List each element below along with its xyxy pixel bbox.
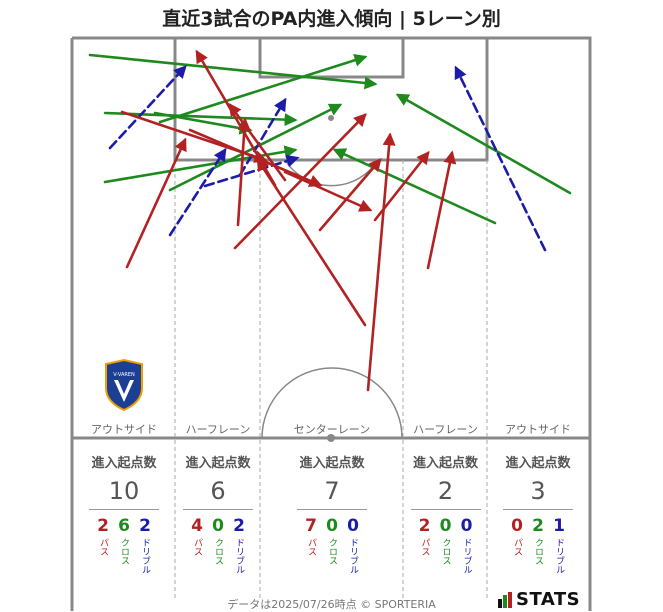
pass-arrow <box>283 170 373 212</box>
lane-panel-outside-left: 進入起点数 10 2 パス 6 クロス 2 ドリブル <box>74 452 174 574</box>
cross-label: クロス <box>440 538 451 565</box>
entry-count: 10 <box>108 477 140 505</box>
cross-label: クロス <box>327 538 337 565</box>
entry-count: 2 <box>437 477 454 505</box>
pass-arrow <box>373 150 430 222</box>
penalty-spot <box>328 115 334 121</box>
cross-count: 0 <box>212 516 224 536</box>
lane-panel-center: 進入起点数 7 7 パス 0 クロス 0 ドリブル <box>261 452 403 574</box>
lane-label-halflane-left: ハーフレーン <box>185 423 251 436</box>
v-varen-crest: V-VAREN <box>105 358 143 412</box>
dribble-count: 2 <box>233 516 245 536</box>
pass-count: 7 <box>305 516 317 536</box>
lane-label-outside-right: アウトサイド <box>505 423 571 436</box>
lane-label-outside-left: アウトサイド <box>91 423 157 436</box>
pass-label: パス <box>192 538 202 556</box>
penalty-area <box>173 36 489 162</box>
pass-count: 2 <box>418 516 431 536</box>
pass-label: パス <box>419 538 430 556</box>
dribble-arrow <box>168 147 227 237</box>
dribble-arrow <box>454 65 547 252</box>
goal-area <box>258 36 405 79</box>
stats-brand: STATS <box>516 589 581 610</box>
cross-arrow <box>88 53 378 90</box>
stats-logo-icon <box>498 592 512 608</box>
cross-label: クロス <box>533 538 543 565</box>
pass-arrow <box>233 113 367 250</box>
dribble-arrow <box>203 154 300 188</box>
cross-arrow <box>395 93 572 195</box>
cross-count: 0 <box>439 516 452 536</box>
pitch-lines <box>70 36 592 611</box>
pass-count: 2 <box>97 516 109 536</box>
dribble-label: ドリブル <box>140 538 150 574</box>
cross-count: 2 <box>532 516 544 536</box>
cross-arrow <box>153 111 253 135</box>
lane-panel-halflane-left: 進入起点数 6 4 パス 0 クロス 2 ドリブル <box>176 452 260 574</box>
lane-label-halflane-right: ハーフレーン <box>413 423 478 436</box>
pass-label: パス <box>512 538 522 556</box>
cross-count: 6 <box>118 516 130 536</box>
pass-arrow <box>228 102 287 182</box>
cross-count: 0 <box>326 516 338 536</box>
cross-arrow <box>158 53 368 124</box>
entry-count: 7 <box>324 477 340 505</box>
pass-label: パス <box>98 538 108 556</box>
panel-header: 進入起点数 <box>412 456 478 471</box>
dribble-label: ドリブル <box>554 538 564 574</box>
entry-count: 6 <box>210 477 226 505</box>
entry-count: 3 <box>530 477 546 505</box>
entry-arrows <box>88 49 572 392</box>
dribble-count: 1 <box>553 516 565 536</box>
crest-text: V-VAREN <box>113 372 135 378</box>
panel-header: 進入起点数 <box>185 456 251 471</box>
dribble-count: 0 <box>460 516 473 536</box>
footer-note: データは2025/07/26時点 © SPORTERIA <box>227 598 436 611</box>
panel-header: 進入起点数 <box>299 456 365 471</box>
lane-panel-outside-right: 進入起点数 3 0 パス 2 クロス 1 ドリブル <box>488 452 588 574</box>
dribble-count: 0 <box>347 516 359 536</box>
cross-arrow <box>332 148 497 225</box>
page-title: 直近3試合のPA内進入傾向 | 5レーン別 <box>162 8 501 30</box>
dribble-arrow <box>238 97 287 177</box>
pass-arrow <box>366 132 396 392</box>
pass-count: 4 <box>191 516 203 536</box>
lane-dividers <box>174 160 488 600</box>
pass-arrow <box>125 137 187 269</box>
panel-header: 進入起点数 <box>91 456 157 471</box>
pass-arrow <box>426 150 457 270</box>
center-spot <box>327 434 335 442</box>
pass-count: 0 <box>511 516 523 536</box>
cross-arrow <box>103 111 298 127</box>
center-circle <box>261 367 403 439</box>
dribble-label: ドリブル <box>234 538 244 574</box>
pass-arrow <box>318 158 382 232</box>
dribble-arrow <box>108 65 187 150</box>
dribble-count: 2 <box>139 516 151 536</box>
pass-label: パス <box>306 538 316 556</box>
lane-label-center: センターレーン <box>293 423 371 436</box>
lane-panel-halflane-right: 進入起点数 2 2 パス 0 クロス 0 ドリブル <box>404 452 487 574</box>
panel-header: 進入起点数 <box>505 456 571 471</box>
dribble-label: ドリブル <box>461 538 472 574</box>
cross-label: クロス <box>119 538 129 565</box>
dribble-label: ドリブル <box>348 538 358 574</box>
pass-arrow <box>188 128 323 187</box>
cross-label: クロス <box>213 538 223 565</box>
pass-arrow <box>236 117 251 227</box>
pass-arrow <box>256 157 367 327</box>
